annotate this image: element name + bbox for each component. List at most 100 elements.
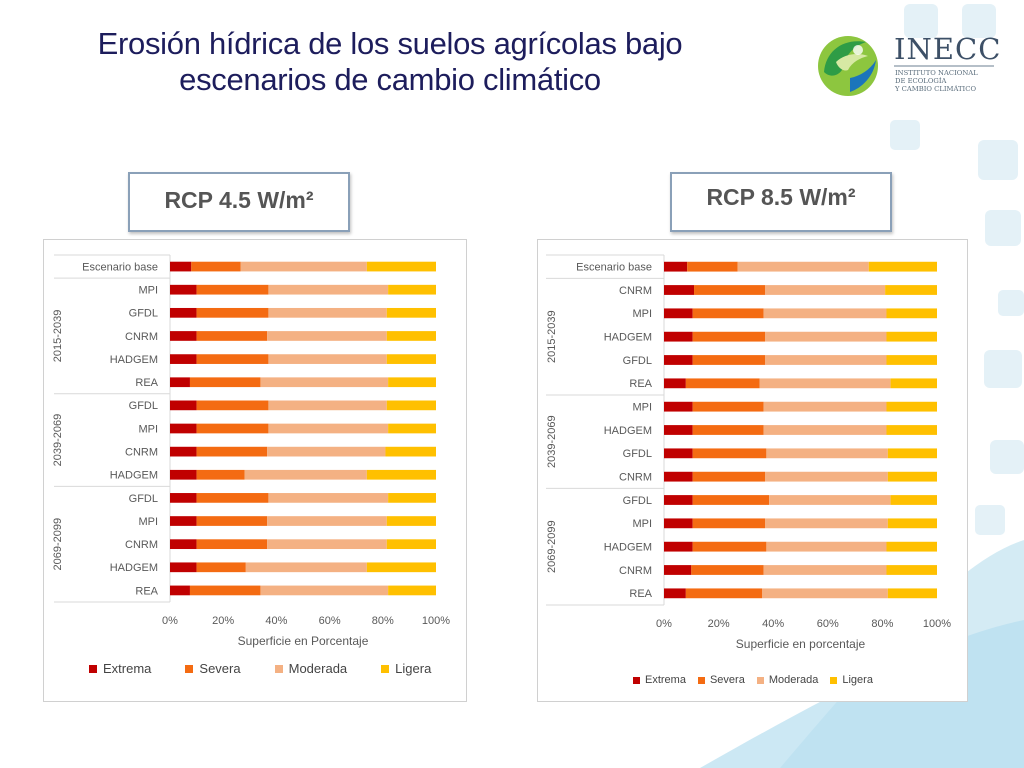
bar-segment-extrema bbox=[664, 308, 693, 319]
legend-swatch bbox=[381, 664, 390, 673]
logo-subtitle-line-3: Y CAMBIO CLIMÁTICO bbox=[895, 84, 977, 93]
bar-segment-ligera bbox=[388, 284, 436, 295]
bar-segment-moderada bbox=[763, 308, 887, 319]
bar-segment-severa bbox=[692, 448, 767, 459]
bar-segment-ligera bbox=[886, 308, 937, 319]
bar-segment-extrema bbox=[664, 401, 693, 412]
bar-segment-severa bbox=[196, 446, 268, 457]
bar-segment-ligera bbox=[886, 355, 937, 365]
bar-segment-ligera bbox=[388, 493, 436, 503]
bar-segment-severa bbox=[196, 469, 245, 480]
bar-segment-moderada bbox=[765, 285, 886, 295]
x-tick-label: 80% bbox=[871, 618, 893, 630]
bar-segment-severa bbox=[196, 284, 269, 295]
slide-title-line-2: escenarios de cambio climático bbox=[179, 62, 601, 97]
category-label: CNRM bbox=[619, 285, 652, 297]
legend-rcp85: Extrema Severa Moderada Ligera bbox=[633, 674, 885, 686]
bar-segment-ligera bbox=[386, 400, 436, 411]
bar-row-hadgem: HADGEM bbox=[110, 470, 436, 482]
category-label: CNRM bbox=[619, 472, 652, 484]
bar-segment-extrema bbox=[170, 261, 192, 272]
bar-row-mpi: MPI bbox=[632, 402, 937, 414]
bar-segment-extrema bbox=[664, 331, 693, 342]
bar-segment-severa bbox=[692, 471, 766, 482]
chart-rcp45: 2015-2039 2039-2069 2069-2099 Escenario bas… bbox=[43, 239, 467, 702]
bar-segment-severa bbox=[196, 423, 269, 434]
bar-segment-severa bbox=[189, 585, 261, 596]
x-tick-label: 100% bbox=[422, 615, 450, 627]
bar-segment-extrema bbox=[664, 588, 686, 599]
category-label: MPI bbox=[632, 308, 652, 320]
bar-segment-ligera bbox=[366, 469, 436, 480]
bar-segment-moderada bbox=[268, 400, 387, 411]
bar-segment-ligera bbox=[386, 354, 436, 364]
bar-row-escenario-base: Escenario base bbox=[82, 261, 436, 273]
bar-segment-ligera bbox=[886, 565, 937, 575]
category-label: GFDL bbox=[129, 400, 158, 412]
bar-segment-severa bbox=[196, 562, 246, 573]
x-tick-label: 100% bbox=[923, 618, 951, 630]
bar-row-cnrm: CNRM bbox=[125, 446, 436, 458]
bar-segment-moderada bbox=[268, 354, 387, 364]
bar-row-mpi: MPI bbox=[138, 285, 436, 297]
category-label: MPI bbox=[632, 402, 652, 414]
bar-segment-extrema bbox=[664, 261, 688, 272]
bar-segment-extrema bbox=[664, 565, 692, 575]
bar-segment-severa bbox=[685, 588, 763, 599]
bar-row-gfdl: GFDL bbox=[623, 355, 937, 367]
legend-label: Ligera bbox=[395, 661, 432, 676]
bar-segment-moderada bbox=[260, 585, 389, 596]
bar-segment-extrema bbox=[170, 400, 197, 411]
bar-segment-ligera bbox=[385, 446, 436, 457]
legend-label: Ligera bbox=[842, 674, 873, 686]
bar-segment-severa bbox=[692, 518, 766, 529]
bar-segment-moderada bbox=[766, 541, 887, 552]
bar-segment-ligera bbox=[886, 425, 937, 435]
bar-segment-moderada bbox=[267, 516, 387, 526]
category-label: REA bbox=[135, 585, 158, 597]
bar-row-cnrm: CNRM bbox=[125, 331, 436, 343]
bar-segment-moderada bbox=[268, 493, 389, 503]
bar-segment-ligera bbox=[366, 261, 436, 272]
bar-segment-extrema bbox=[664, 518, 693, 529]
bar-segment-ligera bbox=[890, 378, 937, 389]
bar-row-hadgem: HADGEM bbox=[604, 425, 937, 437]
bar-segment-severa bbox=[687, 261, 738, 272]
category-label: CNRM bbox=[619, 565, 652, 577]
bar-segment-ligera bbox=[886, 541, 937, 552]
bar-segment-severa bbox=[196, 400, 269, 411]
category-label: CNRM bbox=[125, 539, 158, 551]
bar-row-gfdl: GFDL bbox=[623, 495, 937, 507]
category-label: MPI bbox=[138, 516, 158, 528]
bar-segment-extrema bbox=[170, 446, 197, 457]
bar-segment-moderada bbox=[268, 307, 387, 318]
x-tick-label: 0% bbox=[656, 618, 672, 630]
category-label: MPI bbox=[138, 285, 158, 297]
bar-segment-extrema bbox=[170, 307, 197, 318]
bar-segment-ligera bbox=[386, 539, 436, 550]
bar-segment-extrema bbox=[170, 539, 197, 550]
rcp-85-label: RCP 8.5 W/m² bbox=[670, 172, 892, 232]
bar-segment-extrema bbox=[170, 284, 197, 295]
legend-swatch bbox=[89, 664, 97, 673]
bar-segment-moderada bbox=[240, 261, 367, 272]
group-label-2015-2039: 2015-2039 bbox=[52, 310, 64, 363]
x-tick-label: 80% bbox=[372, 615, 394, 627]
bar-row-rea: REA bbox=[629, 378, 937, 390]
chart-rcp85-svg: 2015-2039 2039-2069 2069-2099 Escenario bas… bbox=[546, 254, 951, 651]
bar-segment-extrema bbox=[170, 493, 197, 503]
bar-segment-ligera bbox=[886, 401, 937, 412]
bar-segment-extrema bbox=[664, 495, 693, 505]
bar-row-hadgem: HADGEM bbox=[110, 354, 436, 366]
category-label: Escenario base bbox=[576, 262, 652, 274]
legend-item-ligera: Ligera bbox=[830, 674, 873, 686]
bar-segment-severa bbox=[692, 541, 767, 552]
legend-swatch bbox=[274, 664, 283, 673]
bar-row-cnrm: CNRM bbox=[125, 539, 436, 551]
category-label: HADGEM bbox=[604, 332, 652, 344]
bar-row-rea: REA bbox=[135, 377, 436, 389]
bar-segment-severa bbox=[692, 495, 770, 505]
group-label-2039-2069: 2039-2069 bbox=[52, 414, 64, 467]
legend-item-moderada: Moderada bbox=[274, 661, 347, 676]
legend-item-extrema: Extrema bbox=[633, 674, 686, 686]
